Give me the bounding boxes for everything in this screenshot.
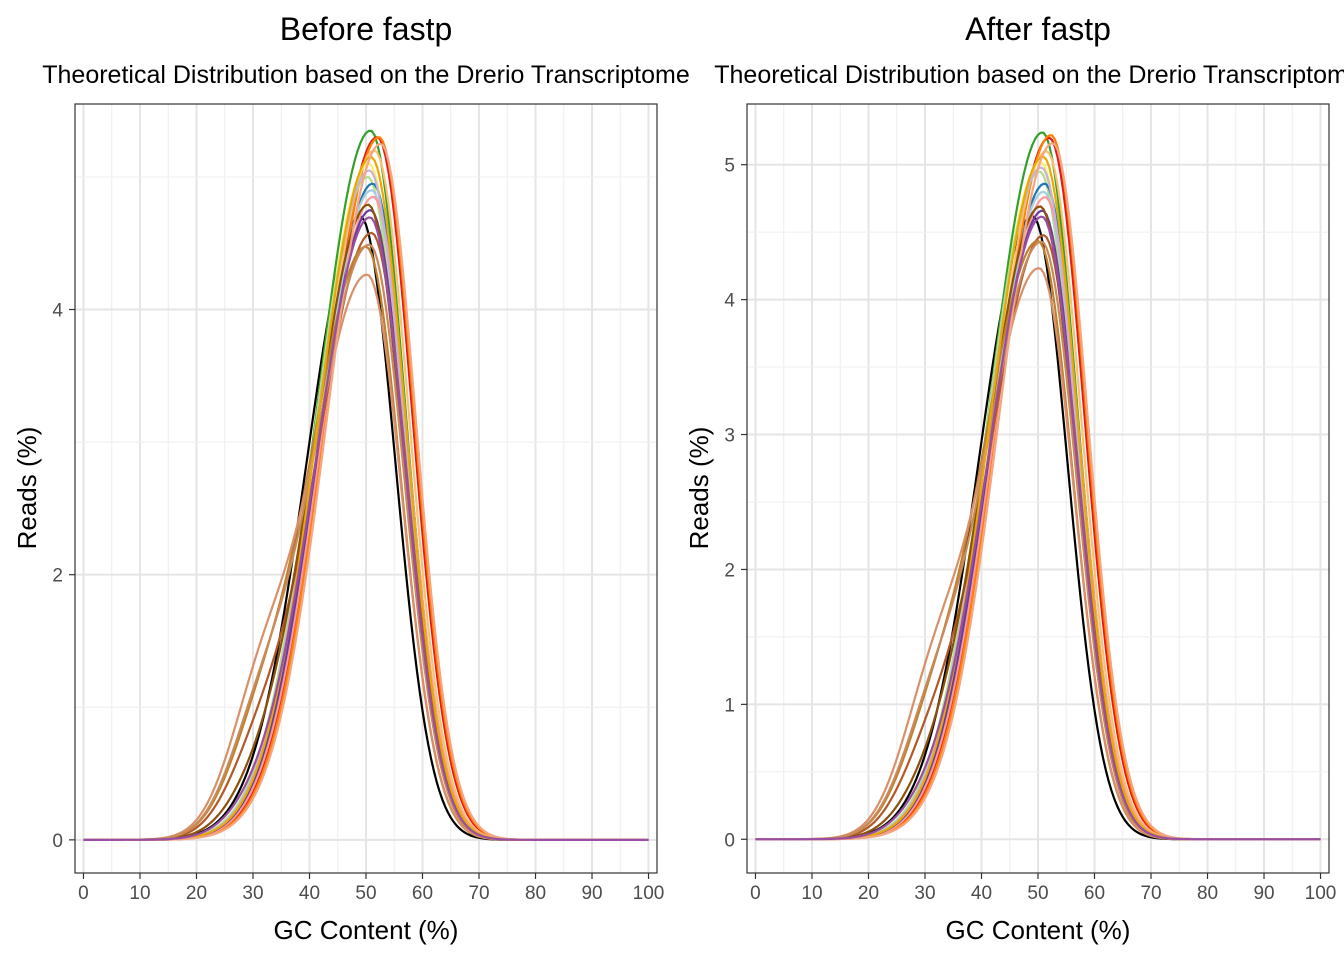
x-tick-label: 30 [242, 883, 263, 904]
x-tick-label: 100 [1305, 883, 1337, 904]
y-axis-title: Reads (%) [684, 427, 714, 550]
panel-before-fastp: Before fastp Theoretical Distribution ba… [12, 11, 690, 945]
x-axis-title: GC Content (%) [946, 915, 1131, 945]
x-tick-label: 40 [971, 883, 992, 904]
panel-title: After fastp [965, 11, 1111, 47]
x-tick-label: 10 [129, 883, 150, 904]
axis-ticks: 0 10 20 30 40 50 60 70 80 90 100 0 1 2 3 4 5 [724, 156, 1336, 904]
x-tick-label: 30 [914, 883, 935, 904]
y-tick-label: 3 [724, 426, 735, 447]
y-tick-label: 5 [724, 156, 735, 177]
y-tick-label: 4 [724, 291, 735, 312]
axis-ticks: 0 10 20 30 40 50 60 70 80 90 100 0 2 4 [52, 301, 664, 904]
x-tick-label: 70 [468, 883, 489, 904]
y-axis-title: Reads (%) [12, 427, 42, 550]
series-line-20 [83, 216, 649, 841]
panel-subtitle: Theoretical Distribution based on the Dr… [42, 61, 690, 89]
x-tick-label: 0 [750, 883, 761, 904]
y-tick-label: 0 [52, 831, 63, 852]
y-tick-label: 2 [724, 560, 735, 581]
x-tick-label: 70 [1140, 883, 1161, 904]
series-lines [755, 131, 1321, 841]
x-tick-label: 10 [801, 883, 822, 904]
x-tick-label: 100 [633, 883, 665, 904]
panel-subtitle: Theoretical Distribution based on the Dr… [714, 61, 1344, 89]
x-tick-label: 90 [1253, 883, 1274, 904]
y-tick-label: 2 [52, 566, 63, 587]
x-tick-label: 80 [525, 883, 546, 904]
x-tick-label: 50 [355, 883, 376, 904]
y-tick-label: 4 [52, 301, 63, 322]
x-tick-label: 50 [1027, 883, 1048, 904]
x-tick-label: 80 [1197, 883, 1218, 904]
x-tick-label: 20 [186, 883, 207, 904]
panel-after-fastp: After fastp Theoretical Distribution bas… [684, 11, 1344, 945]
y-tick-label: 0 [724, 830, 735, 851]
x-tick-label: 60 [412, 883, 433, 904]
series-lines [83, 129, 649, 841]
x-tick-label: 60 [1084, 883, 1105, 904]
x-tick-label: 40 [299, 883, 320, 904]
x-axis-title: GC Content (%) [274, 915, 459, 945]
panel-title: Before fastp [280, 11, 453, 47]
series-line-20 [755, 215, 1321, 841]
x-tick-label: 0 [78, 883, 89, 904]
x-tick-label: 90 [581, 883, 602, 904]
y-tick-label: 1 [724, 695, 735, 716]
x-tick-label: 20 [858, 883, 879, 904]
